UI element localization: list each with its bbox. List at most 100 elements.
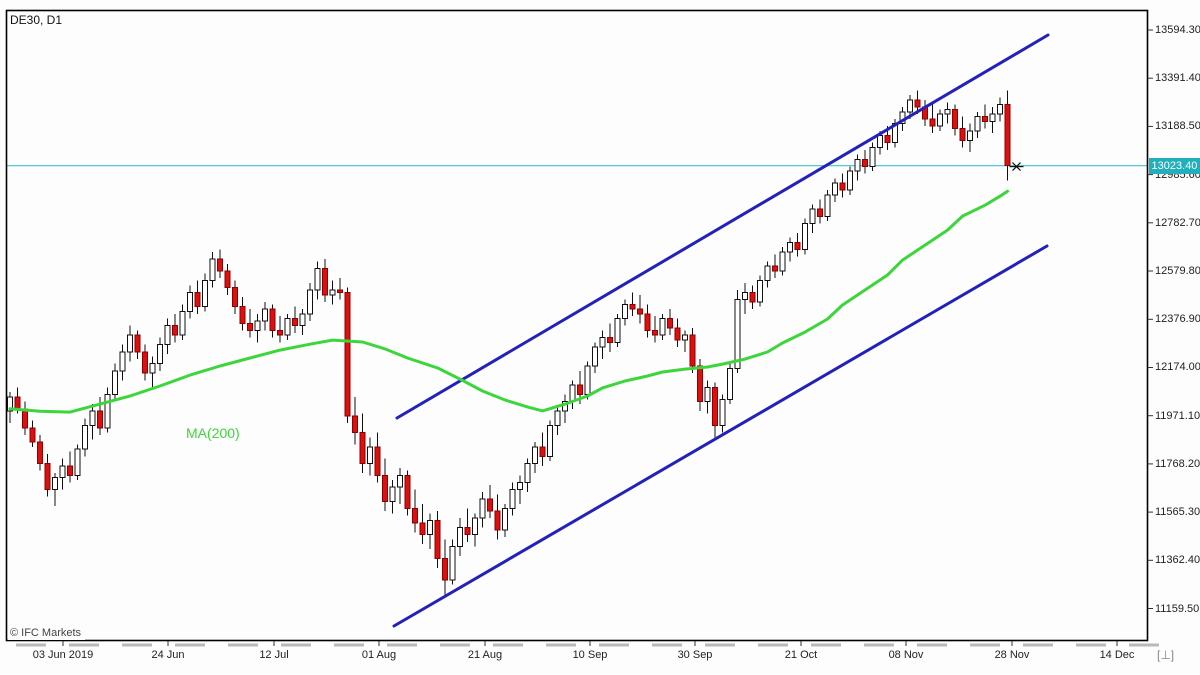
candle (172, 313, 178, 343)
price-tick-label: 11565.30 (1155, 506, 1200, 518)
axis-settings-icon[interactable]: [⊥] (1157, 648, 1175, 662)
candle (412, 489, 418, 533)
candle (247, 309, 253, 338)
candle (1004, 90, 1011, 181)
time-tick-label: 10 Sep (572, 649, 608, 661)
candle (719, 394, 726, 433)
candle (74, 444, 81, 481)
candle (382, 458, 388, 511)
price-tick-label: 11362.40 (1155, 554, 1200, 566)
price-tick-label: 13391.40 (1155, 72, 1200, 84)
candle (232, 280, 238, 314)
candle (757, 275, 763, 307)
candle (562, 394, 568, 424)
candle (52, 473, 58, 507)
candle (779, 247, 786, 276)
week-separator-dash (1076, 643, 1106, 647)
candle (832, 178, 838, 203)
candle (502, 503, 508, 538)
candle (787, 237, 793, 262)
candle (809, 204, 816, 233)
candle (209, 252, 216, 288)
candle (67, 451, 73, 483)
candle (59, 458, 66, 490)
candle (509, 482, 516, 516)
candle (599, 330, 606, 359)
broker-watermark: © IFC Markets (8, 627, 86, 640)
candle (464, 508, 471, 542)
candle (592, 342, 598, 374)
channel-line-lower[interactable] (392, 244, 1049, 628)
week-separator-dash (228, 643, 258, 647)
candle (277, 316, 283, 343)
candle (982, 104, 988, 129)
candle (644, 304, 651, 338)
candle (652, 316, 658, 343)
candle (967, 123, 973, 153)
candle (494, 494, 501, 540)
candle (359, 413, 366, 473)
week-separator-dash (334, 643, 364, 647)
candle (419, 503, 426, 545)
week-separator-dash (1129, 643, 1159, 647)
candle (119, 344, 126, 381)
candle (959, 116, 966, 148)
week-separator-dash (69, 643, 99, 647)
week-separator-dash (440, 643, 470, 647)
price-tick-label: 11768.20 (1155, 458, 1200, 470)
time-tick-label: 24 Jun (151, 649, 185, 661)
time-tick-label: 21 Oct (784, 649, 818, 661)
candle (629, 292, 636, 317)
candle (89, 404, 96, 440)
week-separator-dash (864, 643, 894, 647)
plot-border (5, 9, 1149, 642)
candle (299, 309, 306, 336)
candle (524, 458, 531, 492)
candle (217, 249, 223, 279)
candle (254, 313, 261, 343)
candle (944, 102, 951, 124)
candle (817, 199, 823, 224)
candle (539, 432, 546, 466)
candle (337, 278, 343, 300)
time-tick-label: 03 Jun 2019 (32, 649, 94, 661)
candle (952, 104, 958, 136)
candle (82, 418, 88, 457)
candle (862, 149, 868, 174)
week-separator-dash (122, 643, 152, 647)
candle (479, 492, 486, 528)
candle (322, 259, 328, 302)
candle (307, 282, 313, 321)
candle (472, 513, 478, 547)
candle (262, 301, 268, 331)
week-separator-dash (281, 643, 311, 647)
time-tick-label: 01 Aug (361, 649, 397, 661)
candle (292, 306, 298, 333)
candle (802, 218, 808, 255)
candle (442, 539, 448, 597)
candle (929, 104, 936, 134)
candle (224, 263, 231, 295)
candle (164, 318, 171, 355)
week-separator-dash (705, 643, 735, 647)
candles-layer (7, 90, 1011, 597)
candle (187, 285, 193, 319)
candle (674, 318, 681, 347)
candle (847, 166, 853, 195)
candle (974, 111, 981, 138)
candle (157, 337, 163, 371)
candle (749, 285, 756, 309)
week-separator-dash (758, 643, 788, 647)
candle (179, 304, 186, 340)
ma200-line[interactable] (8, 189, 1009, 414)
candle (839, 173, 846, 198)
symbol-period-label: DE30, D1 (10, 13, 63, 27)
candle (742, 282, 748, 314)
week-separator-dash (175, 643, 205, 647)
channel-line-upper[interactable] (395, 33, 1050, 420)
candle (449, 539, 456, 585)
week-separator-dash (493, 643, 523, 647)
